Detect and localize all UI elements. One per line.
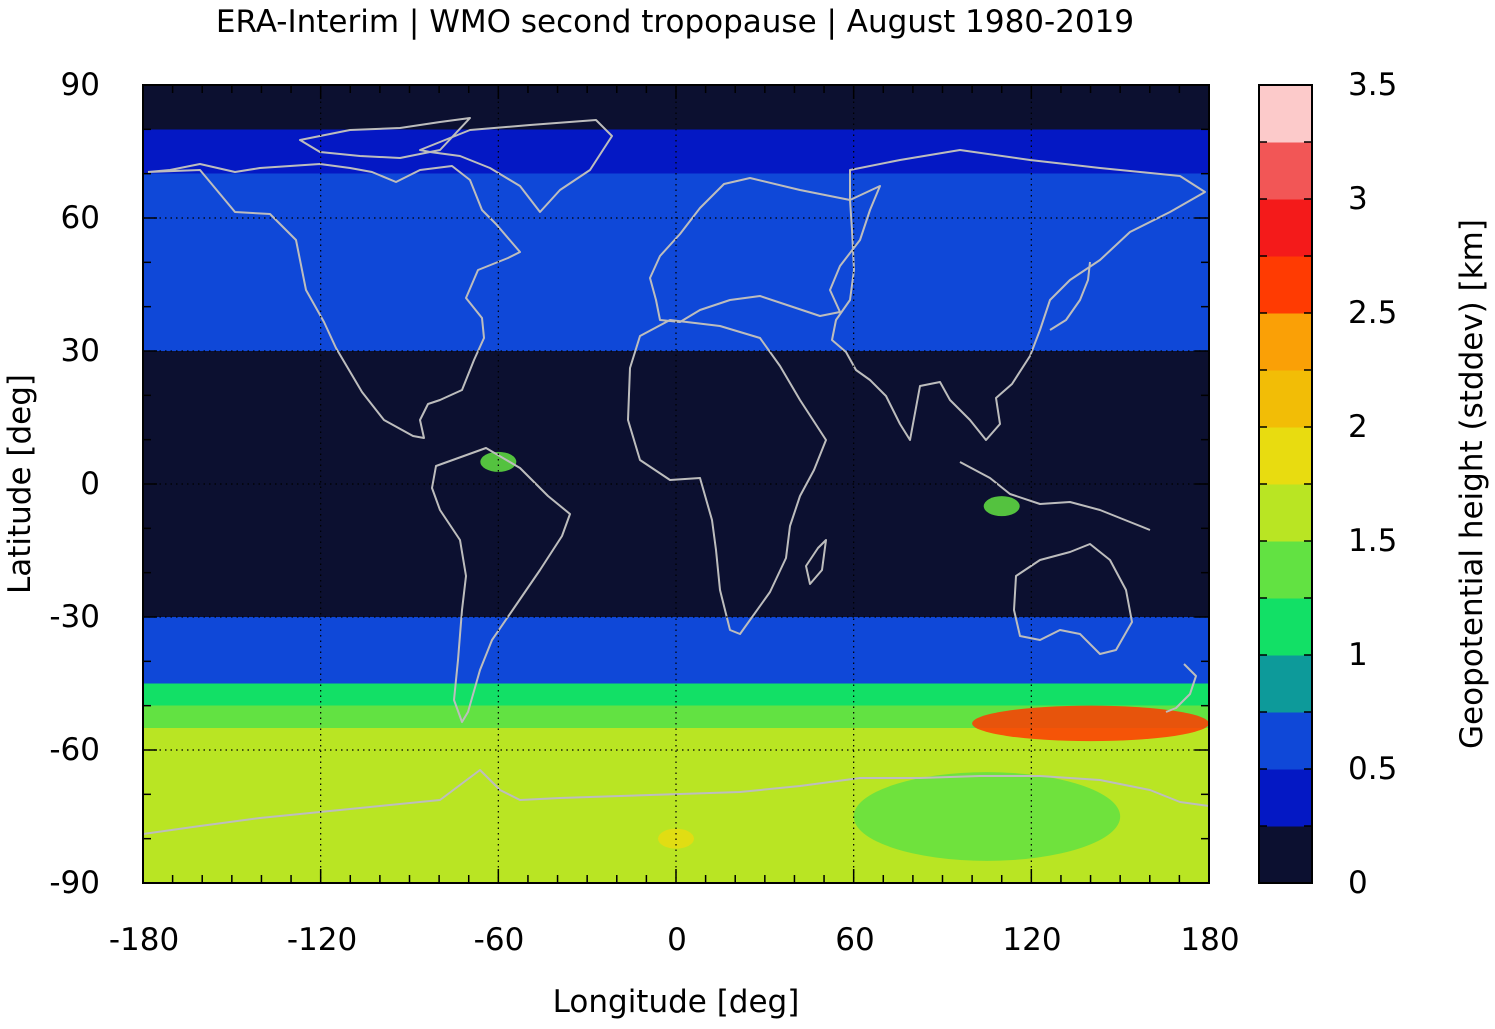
colorbar-tick-label: 2.5 [1348, 295, 1398, 331]
coastline-japan [1049, 261, 1091, 331]
coastline-antarctica [143, 769, 1209, 835]
coastline-arctic-islands [299, 117, 471, 159]
x-tick-label: 180 [1180, 922, 1240, 958]
colorbar-bin [1259, 655, 1312, 713]
colorbar-bin [1259, 541, 1312, 599]
colorbar-tick-label: 1 [1348, 637, 1368, 673]
grid-lines [143, 85, 1209, 883]
heatmap-feature [983, 496, 1020, 517]
colorbar-bin [1259, 370, 1312, 428]
colorbar-tick-label: 0 [1348, 865, 1368, 901]
coastline-indonesia [959, 461, 1151, 531]
colorbar-bin [1259, 427, 1312, 485]
y-tick-label: -60 [49, 732, 100, 768]
coastline-north-america [147, 163, 521, 439]
colorbar [1259, 85, 1312, 884]
colorbar-tick-label: 1.5 [1348, 523, 1398, 559]
colorbar-bin [1259, 313, 1312, 371]
coastline-south-america [431, 447, 571, 723]
x-tick-label: 0 [667, 922, 687, 958]
coastline-asia [831, 149, 1206, 441]
colorbar-bin [1259, 769, 1312, 827]
y-tick-label: -30 [49, 599, 100, 635]
colorbar-bin [1259, 142, 1312, 200]
colorbar-bin [1259, 826, 1312, 884]
y-tick-label: 30 [60, 333, 100, 369]
coastline-africa [627, 319, 827, 635]
y-tick-label: 0 [80, 466, 100, 502]
x-tick-label: -120 [286, 922, 358, 958]
colorbar-bin [1259, 484, 1312, 542]
colorbar-bin [1259, 598, 1312, 656]
colorbar-tick-label: 3 [1348, 181, 1368, 217]
y-tick-label: 60 [60, 200, 100, 236]
colorbar-bin [1259, 256, 1312, 314]
x-tick-label: -60 [473, 922, 525, 958]
y-axis-label: Latitude [deg] [2, 373, 38, 595]
coastline-europe [649, 177, 881, 323]
colorbar-frame [1258, 84, 1313, 884]
x-axis-label: Longitude [deg] [552, 984, 800, 1020]
heatmap-feature [853, 772, 1121, 861]
colorbar-label: Geopotential height (stddev) [km] [1454, 219, 1490, 749]
heatmap-features [480, 451, 1209, 861]
heatmap-feature [480, 451, 517, 472]
colorbar-tick-label: 3.5 [1348, 67, 1398, 103]
coastline-australia [1013, 543, 1133, 655]
plot-frame [142, 84, 1210, 884]
x-tick-label: -180 [108, 922, 180, 958]
y-tick-label: 90 [60, 67, 100, 103]
colorbar-bin [1259, 712, 1312, 770]
heatmap-feature [972, 705, 1209, 742]
y-tick-label: -90 [49, 865, 100, 901]
colorbar-bin [1259, 85, 1312, 143]
colorbar-tick-label: 2 [1348, 409, 1368, 445]
coastlines [143, 117, 1209, 835]
coastline-madagascar [805, 539, 827, 585]
colorbar-bin [1259, 199, 1312, 257]
x-tick-label: 60 [835, 922, 875, 958]
x-tick-label: 120 [1002, 922, 1062, 958]
colorbar-tick-label: 0.5 [1348, 751, 1398, 787]
coastline-new-zealand [1165, 663, 1197, 713]
coastline-greenland [419, 119, 613, 213]
chart-title: ERA-Interim | WMO second tropopause | Au… [215, 4, 1135, 40]
